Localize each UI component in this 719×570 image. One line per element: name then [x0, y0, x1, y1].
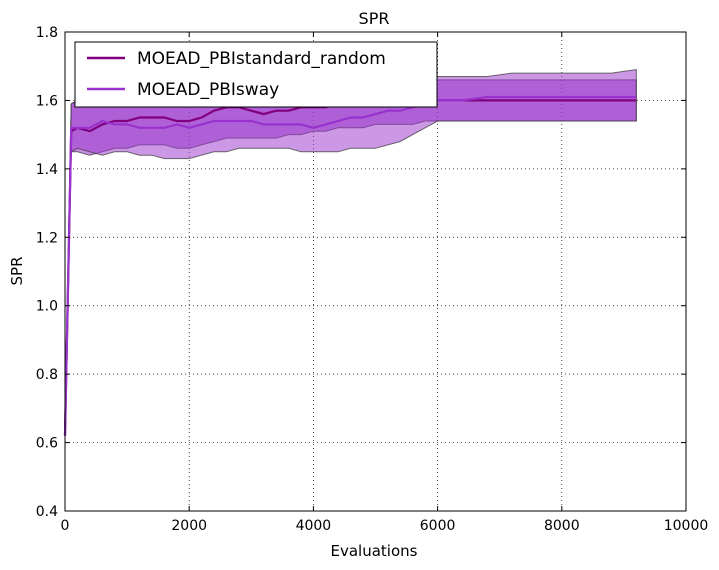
y-tick-label: 1.6	[36, 93, 58, 109]
y-tick-label: 0.8	[36, 367, 58, 383]
y-tick-label: 1.0	[36, 299, 58, 315]
x-tick-label: 10000	[664, 518, 709, 534]
x-tick-label: 0	[61, 518, 70, 534]
legend: MOEAD_PBIstandard_random MOEAD_PBIsway	[74, 41, 438, 108]
series-line-2	[63, 95, 637, 436]
chart-title: SPR	[359, 9, 390, 28]
y-tick-label: 1.2	[36, 230, 58, 246]
plot-frame	[64, 31, 687, 512]
legend-box	[74, 41, 438, 108]
y-tick-label: 0.4	[36, 504, 58, 520]
x-tick-label: 6000	[420, 518, 456, 534]
x-tick-label: 4000	[296, 518, 332, 534]
x-tick-label: 2000	[171, 518, 207, 534]
y-tick-label: 1.8	[36, 25, 58, 41]
y-tick-label: 0.6	[36, 436, 58, 452]
legend-label-2: MOEAD_PBIsway	[137, 80, 279, 100]
y-tick-label: 1.4	[36, 162, 58, 178]
legend-label-1: MOEAD_PBIstandard_random	[137, 49, 386, 69]
x-axis-title: Evaluations	[331, 542, 418, 560]
x-tick-label: 8000	[544, 518, 580, 534]
y-axis-title: SPR	[8, 257, 26, 286]
axis-ticks: 0 2000 4000 6000 8000 10000 0.4 0.6 0.8 1.0 1.2 1.4…	[36, 25, 709, 534]
series-line-1	[63, 99, 637, 436]
